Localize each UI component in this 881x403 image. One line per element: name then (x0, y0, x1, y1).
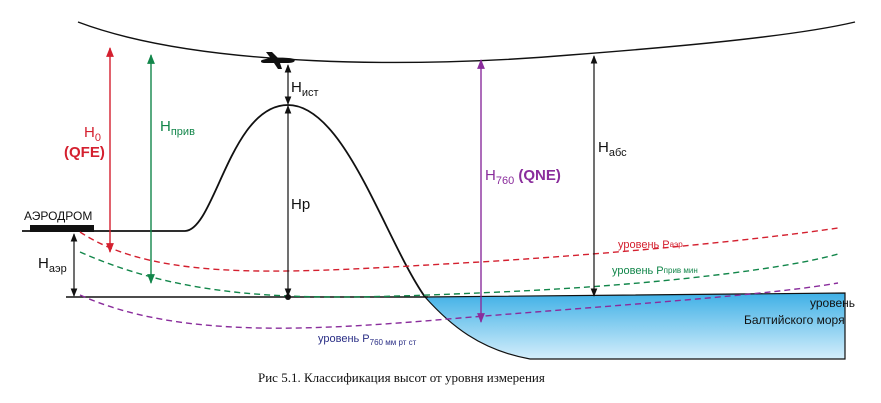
h-priv-label: Hприв (160, 118, 195, 138)
h-abs-label: Hабс (598, 139, 627, 159)
level-p-aer-curve (79, 227, 839, 272)
terrain-profile (22, 104, 426, 298)
h-ist-label: Hист (291, 79, 319, 99)
sea-level-label-line2: Балтийского моря (744, 313, 845, 327)
mountain-base-dot (285, 294, 291, 300)
level-p-760-label: уровень P760 мм рт ст (318, 333, 417, 347)
baltic-sea-area (423, 292, 846, 360)
aerodrome-runway-bar (30, 225, 94, 232)
sea-level-label-line1: уровень (810, 296, 855, 310)
h-r-label: Hр (291, 196, 310, 213)
airplane-icon (260, 52, 295, 69)
level-p-priv-min-label: уровень Pприв мин (612, 265, 698, 277)
qfe-label: (QFE) (64, 144, 105, 161)
h-760-label: H760 (QNE) (485, 167, 561, 187)
flight-path-line (77, 21, 856, 64)
figure-caption: Рис 5.1. Классификация высот от уровня и… (258, 370, 545, 385)
level-p-aer-label: уровень Pаэр (618, 239, 683, 251)
h-aer-label: Hаэр (38, 255, 67, 275)
level-p-priv-min-curve (79, 251, 839, 298)
level-p-760-curve (79, 282, 839, 329)
aerodrome-label: АЭРОДРОМ (24, 209, 92, 223)
h0-label: H0 (84, 124, 101, 144)
